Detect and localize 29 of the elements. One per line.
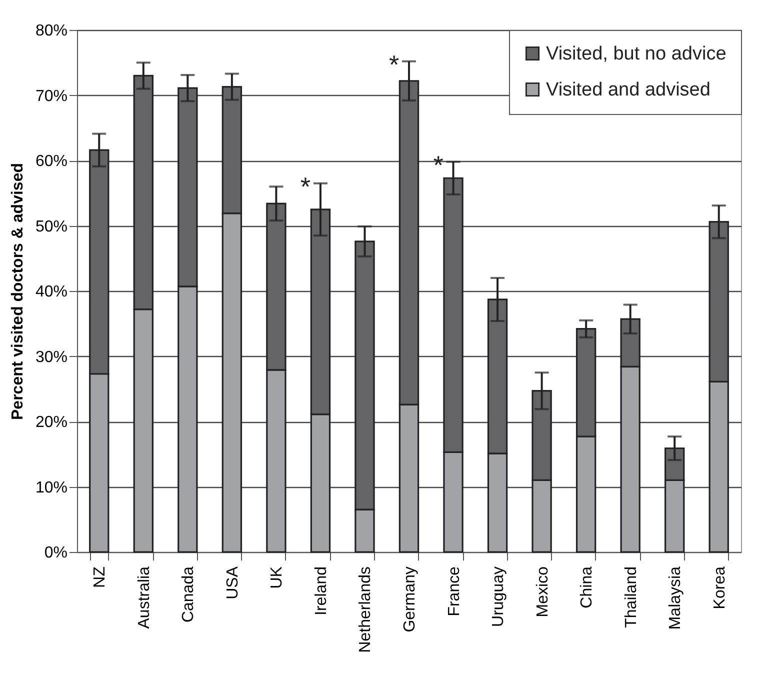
x-tick-label: Canada [180, 566, 198, 623]
y-tick-label: 30% [35, 348, 68, 366]
x-tick-label: France [446, 566, 463, 616]
x-tick-label: Uruguay [490, 566, 508, 627]
x-tick-label: USA [224, 566, 242, 600]
y-tick-label: 70% [35, 88, 68, 105]
x-tick-label: Germany [402, 566, 418, 632]
annotation: * [300, 171, 311, 202]
x-tick-label: NZ [92, 566, 109, 588]
y-axis-title: Percent visited doctors & advised [9, 163, 26, 420]
x-tick-label: China [578, 566, 596, 608]
x-tick-label: Korea [711, 566, 728, 610]
x-tick-label: Australia [136, 566, 153, 629]
y-tick-label: 60% [35, 153, 68, 170]
y-tick-label: 50% [35, 218, 68, 236]
y-tick-label: 80% [35, 22, 68, 40]
y-tick-label: 10% [35, 479, 68, 496]
y-tick-label: 20% [35, 414, 68, 431]
x-tick-label: Malaysia [667, 566, 684, 630]
legend-label: Visited, but no advice [546, 44, 726, 64]
legend-label: Visited and advised [546, 80, 710, 100]
x-tick-label: Netherlands [357, 566, 374, 653]
y-tick-label: 40% [35, 284, 68, 300]
y-tick-label: 0% [44, 544, 68, 562]
x-tick-label: Mexico [534, 566, 552, 618]
x-tick-label: Ireland [312, 566, 330, 616]
x-tick-label: Thailand [622, 566, 640, 628]
annotation: * [388, 49, 400, 80]
x-tick-label: UK [268, 566, 286, 589]
